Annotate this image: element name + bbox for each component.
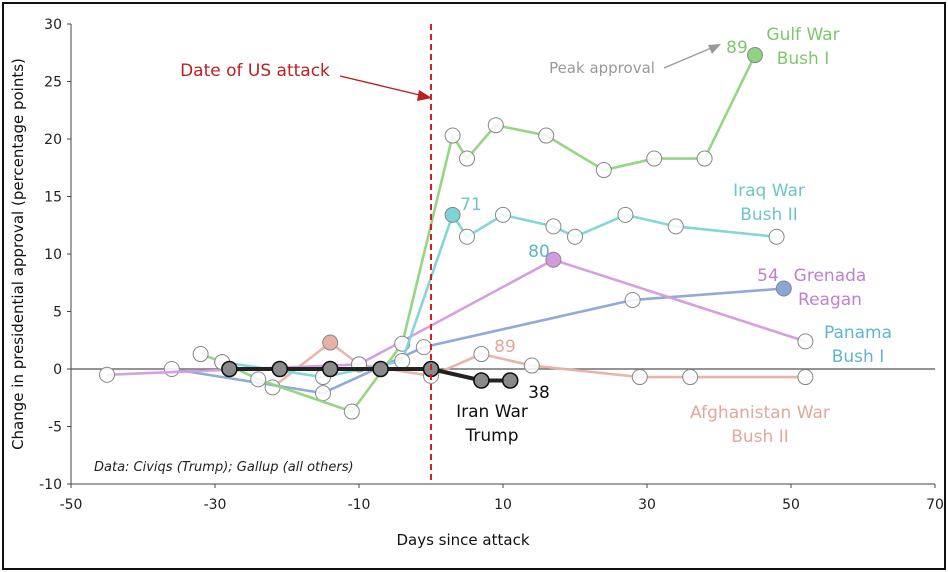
series-sublabel-iraq: Bush II <box>740 205 798 225</box>
attack-arrow-head <box>417 90 432 101</box>
y-axis-title: Change in presidential approval (percent… <box>9 58 27 450</box>
data-point-iraq <box>567 228 583 245</box>
data-point-gulf <box>192 346 209 363</box>
y-tick-label: 0 <box>53 362 62 378</box>
data-point-afghan <box>631 369 648 386</box>
series-sublabel-grenada: Reagan <box>798 290 862 310</box>
y-tick-label: 25 <box>44 75 62 91</box>
series-grenada <box>99 251 814 383</box>
data-point-iraq <box>545 218 562 235</box>
data-point-gulf <box>538 127 555 144</box>
y-tick-label: 5 <box>53 305 62 321</box>
data-point-grenada <box>797 333 814 350</box>
peak-value-gulf: 89 <box>726 38 748 58</box>
series-sublabel-afghan: Bush II <box>731 427 789 447</box>
data-point-afghan <box>523 357 540 374</box>
series-iran <box>221 360 519 389</box>
y-tick-label: 20 <box>44 132 62 148</box>
peak-value-afghan: 89 <box>494 337 516 357</box>
data-point-iran <box>473 372 490 389</box>
data-point-gulf <box>487 117 504 134</box>
data-point-panama <box>624 292 641 308</box>
series-label-gulf: Gulf War <box>766 25 839 45</box>
series-label-afghan: Afghanistan War <box>690 403 830 423</box>
data-point-panama <box>775 280 792 297</box>
data-point-panama <box>163 361 180 377</box>
data-point-afghan <box>797 369 814 386</box>
data-point-iraq <box>495 206 511 223</box>
peak-approval-label: Peak approval <box>549 59 655 77</box>
data-point-panama <box>315 385 331 402</box>
series-label-grenada: Grenada <box>794 266 867 286</box>
series-sublabel-gulf: Bush I <box>777 49 830 69</box>
series-sublabel-panama: Bush I <box>832 347 885 367</box>
data-point-gulf <box>250 371 267 388</box>
y-tick-label: -10 <box>39 477 62 493</box>
series-layer <box>99 47 814 420</box>
annotations: Gulf War Bush I 89 Iraq War Bush II 71 Grenada… <box>94 24 892 484</box>
peak-value-iran: 38 <box>528 383 550 403</box>
data-point-gulf <box>459 150 475 167</box>
series-line-iran <box>229 367 511 383</box>
peak-value-iraq: 71 <box>460 195 482 215</box>
data-point-iran <box>321 360 339 378</box>
x-tick-label: -50 <box>60 497 83 513</box>
data-point-gulf <box>696 150 713 167</box>
x-tick-label: 10 <box>494 497 512 513</box>
data-point-grenada <box>545 251 562 268</box>
source-note: Data: Civiqs (Trump); Gallup (all others… <box>94 460 354 475</box>
data-point-iraq <box>444 206 461 223</box>
attack-arrow-line <box>339 75 429 98</box>
data-point-gulf <box>444 127 461 144</box>
peak-arrow-line <box>663 45 717 69</box>
y-tick-label: -5 <box>48 420 62 436</box>
peak-arrow-head <box>708 44 721 54</box>
series-afghan <box>264 334 814 396</box>
x-tick-label: -10 <box>348 497 371 513</box>
data-point-iraq <box>459 228 475 245</box>
data-point-iraq <box>394 352 411 369</box>
data-point-afghan <box>473 346 490 363</box>
series-gulf <box>192 47 763 420</box>
x-tick-label: 30 <box>638 497 656 513</box>
data-point-iraq <box>768 228 785 245</box>
data-point-gulf <box>595 162 612 179</box>
attack-label: Date of US attack <box>180 61 330 81</box>
data-point-iran <box>221 360 238 378</box>
x-axis-title: Days since attack <box>396 531 529 549</box>
peak-value-panama: 80 <box>528 242 550 262</box>
series-label-iraq: Iraq War <box>733 181 805 201</box>
data-point-panama <box>415 339 432 356</box>
data-point-gulf <box>646 150 663 167</box>
series-label-iran: Iran War <box>456 402 528 422</box>
data-point-gulf <box>747 47 763 64</box>
data-point-iran <box>501 372 519 389</box>
y-tick-label: 30 <box>44 17 62 33</box>
series-label-panama: Panama <box>824 323 892 343</box>
data-point-gulf <box>343 403 360 420</box>
data-point-iran <box>271 360 289 378</box>
data-point-afghan <box>322 334 339 351</box>
x-tick-label: -30 <box>204 497 227 513</box>
data-point-grenada <box>99 366 115 383</box>
y-tick-label: 15 <box>44 190 62 206</box>
x-tick-label: 70 <box>926 497 944 513</box>
series-sublabel-iran: Trump <box>464 426 518 446</box>
data-point-iran <box>372 360 389 378</box>
x-tick-label: 50 <box>782 497 800 513</box>
data-point-afghan <box>682 369 699 386</box>
peak-value-grenada: 54 <box>757 266 779 286</box>
data-point-iraq <box>667 218 684 235</box>
data-point-iraq <box>617 206 634 223</box>
y-tick-label: 10 <box>44 247 62 263</box>
